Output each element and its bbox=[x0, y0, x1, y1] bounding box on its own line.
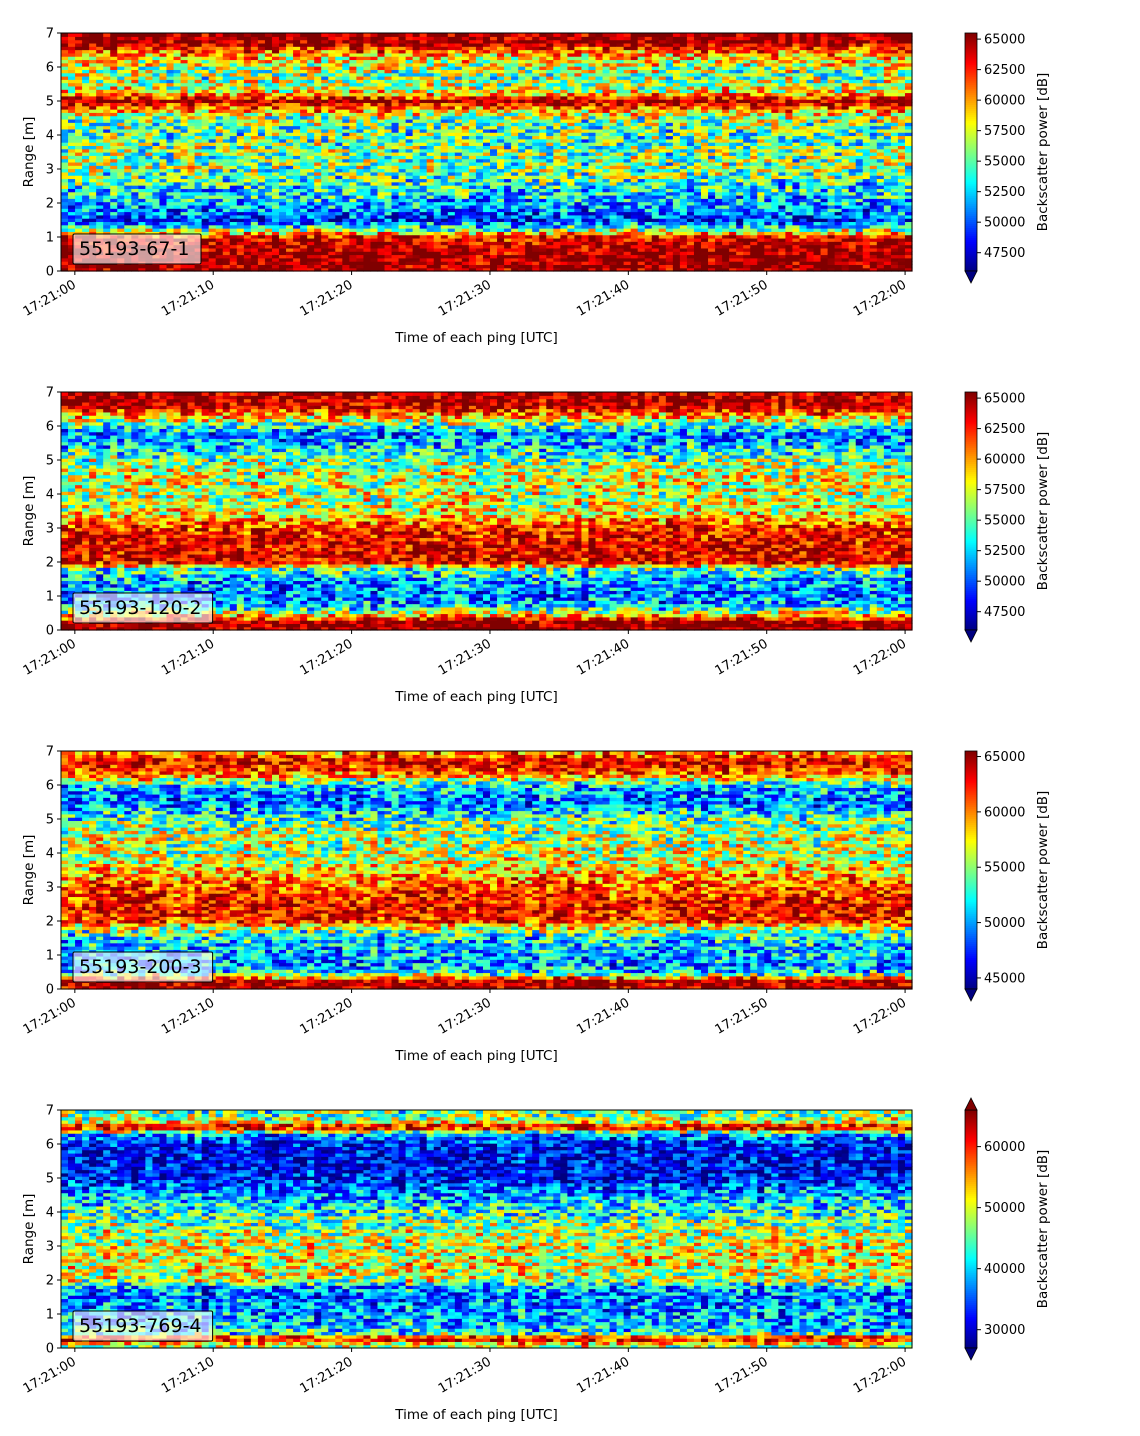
heatmap-cell bbox=[300, 33, 308, 37]
heatmap-cell bbox=[314, 33, 322, 37]
heatmap-cell bbox=[286, 33, 294, 37]
heatmap-cell bbox=[159, 33, 167, 37]
heatmap-cell bbox=[279, 33, 287, 37]
heatmap-cell bbox=[117, 33, 125, 37]
heatmap-cell bbox=[124, 33, 132, 37]
heatmap-cell bbox=[96, 33, 104, 37]
heatmap-cell bbox=[434, 33, 442, 37]
heatmap-cell bbox=[413, 33, 421, 37]
heatmap-cell bbox=[476, 33, 484, 37]
heatmap-cell bbox=[328, 33, 336, 37]
heatmap-cell bbox=[188, 33, 196, 37]
heatmap-cell bbox=[181, 33, 189, 37]
heatmap-cell bbox=[110, 33, 118, 37]
heatmap-cell bbox=[131, 33, 139, 37]
heatmap-cell bbox=[321, 33, 329, 37]
heatmap-cell bbox=[539, 33, 547, 37]
heatmap-cell bbox=[272, 33, 280, 37]
heatmap-cell bbox=[138, 33, 146, 37]
heatmap-cell bbox=[490, 33, 498, 37]
heatmap-cell bbox=[525, 33, 533, 37]
heatmap-cell bbox=[145, 33, 153, 37]
heatmap-cell bbox=[420, 33, 428, 37]
heatmap-cell bbox=[195, 33, 203, 37]
heatmap-cell bbox=[174, 33, 182, 37]
heatmap-cell bbox=[223, 33, 231, 37]
heatmap-cell bbox=[244, 33, 252, 37]
heatmap-cell bbox=[462, 33, 470, 37]
heatmap-cell bbox=[230, 33, 238, 37]
heatmap-cell bbox=[209, 33, 217, 37]
heatmap-cell bbox=[75, 33, 83, 37]
heatmap-cell bbox=[342, 33, 350, 37]
heatmap-cell bbox=[216, 33, 224, 37]
heatmap-cell bbox=[392, 33, 400, 37]
heatmap-cell bbox=[363, 33, 371, 37]
heatmap-cell bbox=[356, 33, 364, 37]
heatmap-cell bbox=[202, 33, 210, 37]
heatmap-cell bbox=[385, 33, 393, 37]
heatmap-cell bbox=[448, 33, 456, 37]
heatmap-cell bbox=[61, 33, 69, 37]
heatmap-cell bbox=[497, 33, 505, 37]
heatmap-cell bbox=[483, 33, 491, 37]
heatmap-cell bbox=[455, 33, 463, 37]
heatmap-cell bbox=[265, 33, 273, 37]
heatmap-cell bbox=[427, 33, 435, 37]
heatmap-cell bbox=[370, 33, 378, 37]
heatmap-cell bbox=[293, 33, 301, 37]
heatmap-cell bbox=[349, 33, 357, 37]
heatmap-cell bbox=[307, 33, 315, 37]
heatmap-cell bbox=[167, 33, 175, 37]
heatmap-cell bbox=[532, 33, 540, 37]
heatmap-cell bbox=[68, 33, 76, 37]
heatmap-cell bbox=[82, 33, 90, 37]
heatmap-cell bbox=[89, 33, 97, 37]
heatmap-cell bbox=[441, 33, 449, 37]
heatmap-cell bbox=[518, 33, 526, 37]
heatmap-cell bbox=[251, 33, 259, 37]
heatmap-cell bbox=[335, 33, 343, 37]
heatmap-cell bbox=[258, 33, 266, 37]
heatmap-cell bbox=[152, 33, 160, 37]
heatmap-cell bbox=[399, 33, 407, 37]
heatmap-cell bbox=[511, 33, 519, 37]
heatmap-cell bbox=[406, 33, 414, 37]
heatmap-cell bbox=[103, 33, 111, 37]
heatmap-cell bbox=[469, 33, 477, 37]
heatmap-cell bbox=[377, 33, 385, 37]
heatmap-cell bbox=[504, 33, 512, 37]
heatmap-cell bbox=[237, 33, 245, 37]
